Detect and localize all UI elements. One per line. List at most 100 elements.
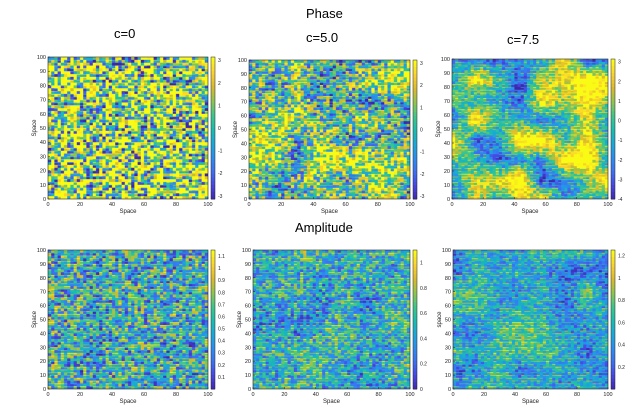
colorbar-swatch [413, 333, 417, 338]
y-tick-label: 80 [40, 83, 46, 89]
colorbar-swatch [611, 284, 615, 289]
colorbar-swatch [611, 157, 615, 161]
colorbar-swatch [211, 110, 215, 115]
colorbar-swatch [413, 378, 417, 383]
colorbar-swatch [211, 195, 215, 200]
colorbar-tick-label: -3 [618, 177, 623, 183]
colorbar-swatch [611, 181, 615, 186]
colorbar-swatch [611, 97, 615, 102]
colorbar-swatch [413, 150, 417, 155]
colorbar-swatch [211, 181, 215, 186]
colorbar-swatch [611, 281, 615, 286]
colorbar-swatch [611, 188, 615, 193]
colorbar-tick-label: 1 [218, 266, 221, 272]
colorbar: 3 2 1 0 -1 -2 -3 [210, 56, 223, 200]
colorbar-swatch [413, 153, 417, 158]
colorbar-swatch [413, 371, 417, 376]
heatmap-panel-6: 0 20 40 60 80 100 0 10 20 30 40 50 60 70 80 90 100 Space s… [437, 248, 625, 405]
colorbar-swatch [611, 101, 615, 105]
colorbar-swatch [211, 371, 215, 376]
colorbar-swatch [413, 66, 417, 71]
x-tick-label: 40 [511, 202, 517, 208]
colorbar-swatch [413, 91, 417, 96]
x-tick-label: 0 [451, 392, 454, 398]
colorbar-swatch [611, 340, 615, 345]
x-tick-label: 40 [310, 202, 316, 208]
y-tick-label: 50 [444, 127, 450, 133]
colorbar-tick-label: -2 [420, 172, 425, 178]
colorbar-tick-label: 2 [420, 83, 423, 89]
colorbar-swatch [413, 70, 417, 75]
colorbar-tick-label: 0.8 [218, 290, 225, 296]
colorbar-swatch [611, 329, 615, 334]
colorbar-swatch [211, 281, 215, 286]
colorbar-swatch [211, 350, 215, 355]
x-tick-label: 0 [450, 202, 453, 208]
colorbar-swatch [211, 298, 215, 303]
colorbar-swatch [211, 60, 215, 65]
colorbar-swatch [611, 108, 615, 112]
colorbar-swatch [211, 333, 215, 338]
colorbar-swatch [611, 361, 615, 366]
y-tick-label: 40 [40, 331, 46, 337]
colorbar-swatch [211, 274, 215, 279]
colorbar-tick-label: 0.6 [420, 311, 427, 317]
x-tick-label: 80 [376, 392, 382, 398]
y-tick-label: 40 [40, 140, 46, 146]
colorbar-swatch [611, 347, 615, 352]
colorbar-swatch [413, 143, 417, 148]
y-tick-label: 100 [242, 248, 251, 254]
colorbar-swatch [611, 164, 615, 168]
colorbar-swatch [413, 354, 417, 359]
x-axis-label: Space [323, 399, 341, 405]
y-tick-label: 60 [40, 304, 46, 310]
colorbar-swatch [211, 184, 215, 189]
y-axis-label: Space [32, 119, 38, 137]
colorbar-swatch [211, 78, 215, 83]
y-tick-label: 60 [245, 304, 251, 310]
colorbar-swatch [211, 316, 215, 320]
heatmap-panel-5: 0 20 40 60 80 1000102030405060708090100SpaceS… [237, 248, 427, 405]
colorbar-frame [610, 249, 616, 390]
panel-title-c0: c=0 [114, 26, 136, 41]
colorbar-swatch [413, 277, 417, 282]
colorbar-swatch [611, 87, 615, 91]
colorbar-swatch [211, 336, 215, 341]
colorbar-swatch [413, 129, 417, 134]
x-tick-label: 20 [77, 392, 83, 398]
colorbar-swatch [211, 92, 215, 97]
colorbar-swatch [413, 80, 417, 85]
colorbar-swatch [413, 298, 417, 303]
colorbar-swatch [413, 108, 417, 113]
colorbar-swatch [211, 145, 215, 150]
x-tick-label: 20 [281, 392, 287, 398]
colorbar-swatch [211, 295, 215, 300]
colorbar-swatch [211, 267, 215, 272]
colorbar-swatch [611, 256, 615, 261]
colorbar-swatch [413, 101, 417, 106]
colorbar-swatch [611, 143, 615, 147]
colorbar-swatch [413, 322, 417, 327]
colorbar-swatch [211, 96, 215, 101]
y-tick-label: 50 [40, 126, 46, 132]
colorbar-swatch [611, 378, 615, 383]
y-tick-label: 70 [445, 290, 451, 296]
y-tick-label: 0 [448, 387, 451, 393]
colorbar-swatch [211, 305, 215, 310]
colorbar-tick-label: 0.7 [218, 302, 225, 308]
heatmap-image [453, 250, 608, 389]
colorbar-swatch [413, 347, 417, 352]
x-tick-label: 40 [109, 202, 115, 208]
x-tick-label: 80 [173, 202, 179, 208]
colorbar-swatch [611, 118, 615, 123]
colorbar-swatch [611, 274, 615, 279]
colorbar-swatch [413, 340, 417, 345]
colorbar-swatch [211, 347, 215, 352]
row-title-phase: Phase [306, 6, 343, 21]
colorbar-swatch [611, 171, 615, 175]
colorbar-swatch [413, 288, 417, 293]
colorbar-swatch [413, 305, 417, 310]
colorbar-tick-label: 0.8 [618, 298, 625, 304]
y-tick-label: 50 [40, 318, 46, 324]
colorbar-swatch [211, 124, 215, 129]
